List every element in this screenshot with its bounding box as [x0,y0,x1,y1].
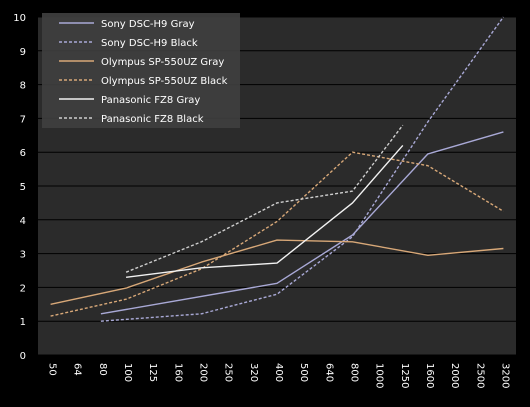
y-tick-label: 5 [20,182,26,193]
x-tick-label: 800 [348,363,359,382]
series-line [50,239,504,305]
y-tick-label: 0 [20,351,26,362]
x-tick-label: 80 [97,363,108,376]
y-tick-label: 8 [20,81,26,92]
x-tick-label: 100 [122,363,133,382]
x-tick-label: 320 [248,363,259,382]
series-line [50,151,504,317]
x-tick-label: 50 [47,363,58,376]
legend-entry: Olympus SP-550UZ Gray [101,57,224,68]
y-tick-label: 7 [20,114,26,125]
x-tick-label: 1250 [399,363,410,388]
y-tick-label: 9 [20,47,26,58]
x-tick-label: 200 [198,363,209,382]
legend-entry: Olympus SP-550UZ Black [101,76,228,87]
x-tick-label: 250 [223,363,234,382]
y-tick-label: 3 [20,250,26,261]
x-tick-label: 400 [273,363,284,382]
y-tick-label: 2 [20,283,26,294]
y-tick-label: 1 [20,317,26,328]
x-axis-ticks: 50 64 80 100 125 160 200 250 320 400 500 640 800 1000… [47,363,511,388]
series-line [100,16,504,322]
legend-box [42,13,240,128]
x-tick-label: 500 [298,363,309,382]
x-tick-label: 160 [172,363,183,382]
x-tick-label: 2500 [474,363,485,388]
y-tick-label: 4 [20,216,26,227]
legend: Sony DSC-H9 Gray Sony DSC-H9 Black Olympus… [42,13,240,128]
legend-entry: Sony DSC-H9 Black [101,38,198,49]
x-tick-label: 125 [147,363,158,382]
series-line [126,144,404,278]
x-tick-label: 64 [72,363,83,376]
series-layer [50,16,504,322]
x-tick-label: 1000 [374,363,385,388]
y-axis-ticks: 0 1 2 3 4 5 6 7 8 9 10 [13,13,26,362]
y-tick-label: 10 [13,13,26,24]
legend-entry: Sony DSC-H9 Gray [101,19,195,30]
x-tick-label: 640 [323,363,334,382]
legend-entry: Panasonic FZ8 Gray [101,95,200,106]
series-line [125,124,404,273]
y-tick-label: 6 [20,148,26,159]
legend-entry: Panasonic FZ8 Black [101,114,204,125]
x-tick-label: 1600 [424,363,435,388]
series-line [100,131,504,315]
x-tick-label: 3200 [499,363,510,388]
x-tick-label: 2000 [449,363,460,388]
